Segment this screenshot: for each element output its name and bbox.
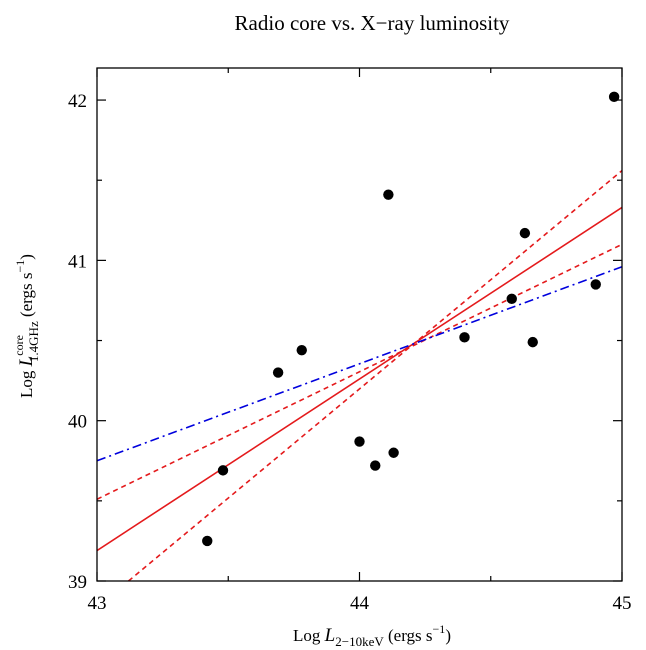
x-tick-label-44: 44 bbox=[350, 593, 370, 614]
data-point-8 bbox=[388, 447, 399, 458]
data-point-2 bbox=[217, 465, 229, 476]
data-points bbox=[202, 91, 620, 547]
data-point-4 bbox=[296, 344, 307, 356]
data-point-13 bbox=[590, 279, 601, 290]
x-label-units: (ergs s bbox=[384, 626, 433, 645]
x-tick-label-45: 45 bbox=[613, 593, 632, 614]
y-label-subscript: 1.4GHz bbox=[26, 321, 41, 362]
data-point-11 bbox=[519, 227, 531, 239]
data-point-3 bbox=[272, 367, 284, 378]
y-tick-label-41: 41 bbox=[68, 251, 87, 272]
data-point-5 bbox=[354, 436, 365, 447]
data-point-6 bbox=[370, 460, 381, 471]
x-axis-label: Log L2−10keV (ergs s−1) bbox=[293, 622, 451, 649]
data-point-9 bbox=[459, 332, 470, 343]
y-tick-label-42: 42 bbox=[68, 91, 87, 112]
y-label-units-exponent: −1 bbox=[13, 260, 27, 273]
y-axis-label: Log Lcore1.4GHz (ergs s−1) bbox=[12, 254, 41, 398]
x-tick-label-43: 43 bbox=[88, 593, 107, 614]
y-tick-label-39: 39 bbox=[68, 572, 87, 593]
x-label-subscript: 2−10keV bbox=[335, 634, 384, 649]
x-label-symbol: L bbox=[324, 625, 336, 646]
data-point-12 bbox=[527, 336, 538, 348]
data-point-14 bbox=[608, 91, 620, 103]
data-point-1 bbox=[202, 535, 213, 547]
y-label-symbol: L bbox=[16, 356, 37, 368]
fit-line-2-dashed bbox=[97, 243, 622, 500]
fit-lines bbox=[97, 169, 622, 581]
fit-line-3-dashed bbox=[127, 169, 622, 581]
y-label-units-close: ) bbox=[17, 254, 36, 260]
y-label-superscript: core bbox=[12, 335, 26, 356]
x-label-units-exponent: −1 bbox=[433, 622, 446, 636]
chart-title: Radio core vs. X−ray luminosity bbox=[235, 11, 510, 35]
data-point-10 bbox=[506, 293, 517, 305]
y-tick-label-40: 40 bbox=[68, 412, 87, 433]
x-label-units-close: ) bbox=[445, 626, 451, 645]
x-label-prefix: Log bbox=[293, 626, 325, 645]
plot-frame bbox=[96, 67, 623, 582]
fit-line-4-dashdot bbox=[97, 266, 622, 462]
y-label-prefix: Log bbox=[17, 366, 36, 398]
y-label-units: (ergs s bbox=[17, 272, 36, 321]
data-point-7 bbox=[383, 189, 394, 200]
axis-ticks: 43 44 45 39 40 41 42 bbox=[68, 68, 632, 614]
fit-line-1-solid bbox=[97, 206, 622, 552]
